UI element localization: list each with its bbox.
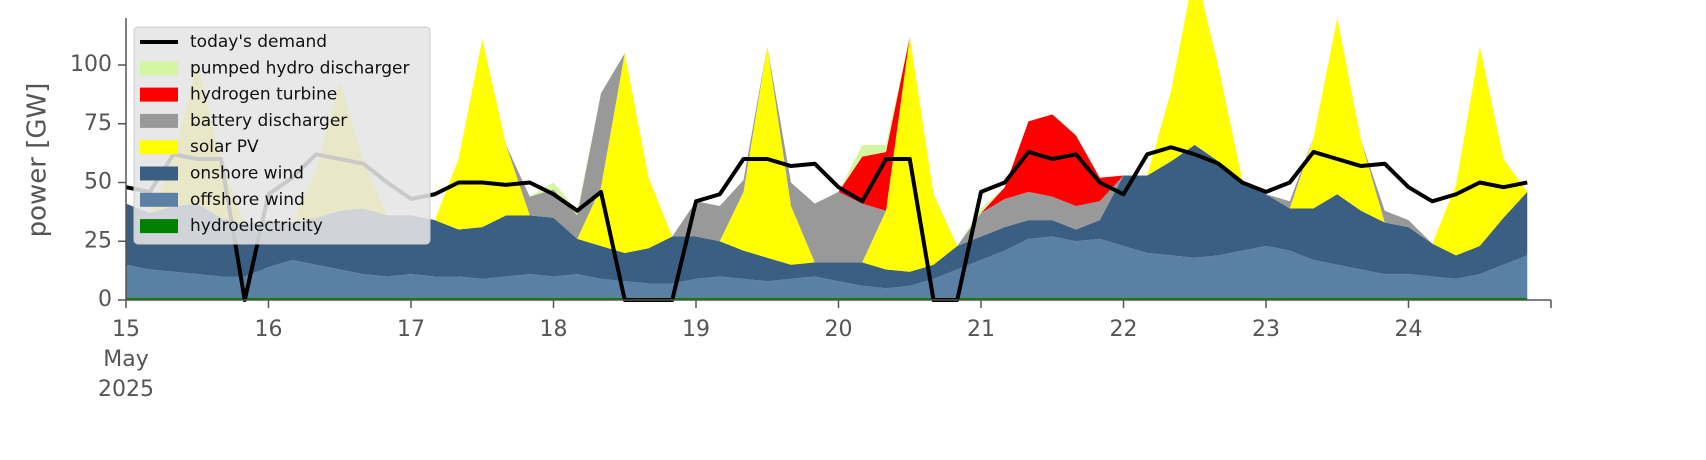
x-tick-label: 19 [682,317,710,342]
x-tick-label: 18 [540,317,568,342]
legend: today's demand pumped hydro discharger hyd… [133,26,431,245]
legend-label: onshore wind [190,164,304,184]
y-tick-label: 0 [98,287,112,312]
legend-label: today's demand [190,32,327,52]
x-tick-label: 21 [967,317,995,342]
x-tick-label: 15 [112,317,140,342]
legend-swatch [140,166,178,181]
legend-label: hydroelectricity [190,216,323,236]
legend-swatch [140,140,178,155]
legend-box [133,26,431,245]
x-tick-label: 23 [1252,317,1280,342]
x-tick-sublabel: May [103,347,148,372]
y-tick-label: 100 [70,52,112,77]
legend-swatch [140,192,178,207]
y-tick-label: 25 [84,228,112,253]
legend-label: solar PV [190,137,259,157]
legend-swatch [140,113,178,128]
y-tick-label: 50 [84,170,112,195]
legend-label: hydrogen turbine [190,85,337,105]
area [126,0,1528,263]
legend-swatch [140,61,178,76]
legend-swatch [140,87,178,102]
x-tick-sublabel: 2025 [98,377,154,402]
x-tick-label: 16 [255,317,283,342]
area [126,0,1528,272]
x-tick-label: 24 [1395,317,1423,342]
legend-swatch [140,219,178,234]
y-tick-label: 75 [84,111,112,136]
area [126,236,1528,298]
legend-label: battery discharger [190,111,347,131]
area [126,144,1528,289]
x-tick-label: 17 [397,317,425,342]
x-tick-label: 20 [825,317,853,342]
y-axis-label: power [GW] [23,83,53,238]
legend-label: pumped hydro discharger [190,58,409,78]
x-tick-label: 22 [1110,317,1138,342]
legend-label: offshore wind [190,190,305,210]
